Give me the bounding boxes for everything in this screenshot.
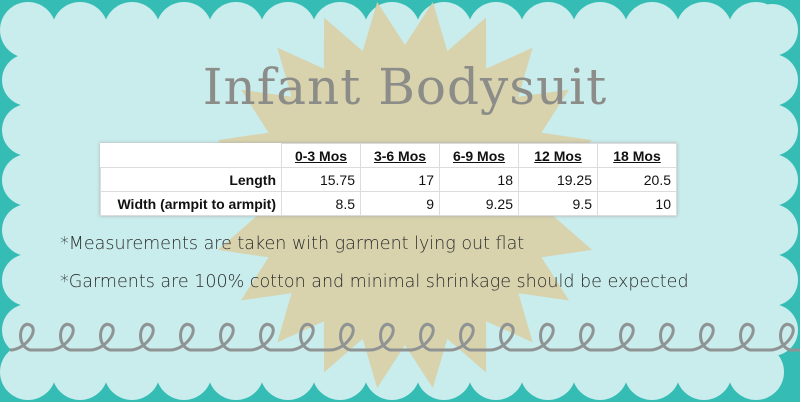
column-header: 6-9 Mos bbox=[439, 143, 519, 168]
table-cell: 19.25 bbox=[518, 167, 598, 192]
table-cell: 15.75 bbox=[281, 167, 361, 192]
scallop bbox=[746, 154, 798, 206]
table-cell: 9 bbox=[360, 191, 440, 216]
scallop bbox=[0, 344, 56, 400]
table-row: Length 15.75 17 18 19.25 20.5 bbox=[100, 167, 677, 192]
column-header: 3-6 Mos bbox=[360, 143, 440, 168]
table-cell: 20.5 bbox=[597, 167, 677, 192]
table-cell: 9.5 bbox=[518, 191, 598, 216]
scallop bbox=[746, 4, 798, 56]
table-row: Width (armpit to armpit) 8.5 9 9.25 9.5 … bbox=[100, 191, 677, 216]
scallop bbox=[2, 154, 54, 206]
note-cotton: *Garments are 100% cotton and minimal sh… bbox=[60, 272, 689, 292]
note-measurements: *Measurements are taken with garment lyi… bbox=[60, 234, 525, 254]
table-cell: 10 bbox=[597, 191, 677, 216]
scallop bbox=[520, 344, 576, 400]
row-label: Length bbox=[100, 167, 282, 192]
scallop bbox=[156, 2, 212, 58]
table-cell: 18 bbox=[439, 167, 519, 192]
row-label: Width (armpit to armpit) bbox=[100, 191, 282, 216]
scallop bbox=[572, 344, 628, 400]
scallop bbox=[676, 344, 732, 400]
page-title: Infant Bodysuit bbox=[202, 58, 608, 116]
size-chart-table: 0-3 Mos 3-6 Mos 6-9 Mos 12 Mos 18 Mos Le… bbox=[100, 143, 677, 216]
table-cell: 8.5 bbox=[281, 191, 361, 216]
scallop bbox=[52, 2, 108, 58]
scallop bbox=[156, 344, 212, 400]
scallop bbox=[728, 344, 784, 400]
scallop bbox=[624, 344, 680, 400]
scallop bbox=[2, 54, 54, 106]
scallop bbox=[746, 54, 798, 106]
scallop bbox=[104, 344, 160, 400]
loop-border bbox=[9, 322, 800, 352]
table-header-row: 0-3 Mos 3-6 Mos 6-9 Mos 12 Mos 18 Mos bbox=[100, 143, 677, 168]
scallop bbox=[624, 2, 680, 58]
table-cell: 17 bbox=[360, 167, 440, 192]
scallop bbox=[2, 204, 54, 256]
scallop bbox=[746, 104, 798, 156]
scallop bbox=[572, 2, 628, 58]
column-header: 12 Mos bbox=[518, 143, 598, 168]
scallop bbox=[2, 4, 54, 56]
scallop bbox=[260, 344, 316, 400]
scallop bbox=[2, 304, 54, 356]
scallop bbox=[746, 204, 798, 256]
scallop bbox=[676, 2, 732, 58]
scallop bbox=[52, 344, 108, 400]
table-corner bbox=[100, 143, 282, 168]
scallop bbox=[2, 254, 54, 306]
scallop bbox=[520, 2, 576, 58]
scallop bbox=[260, 2, 316, 58]
column-header: 0-3 Mos bbox=[281, 143, 361, 168]
scallop bbox=[104, 2, 160, 58]
scallop bbox=[208, 2, 264, 58]
scallop bbox=[2, 104, 54, 156]
column-header: 18 Mos bbox=[597, 143, 677, 168]
scallop bbox=[746, 254, 798, 306]
table-cell: 9.25 bbox=[439, 191, 519, 216]
scallop bbox=[208, 344, 264, 400]
